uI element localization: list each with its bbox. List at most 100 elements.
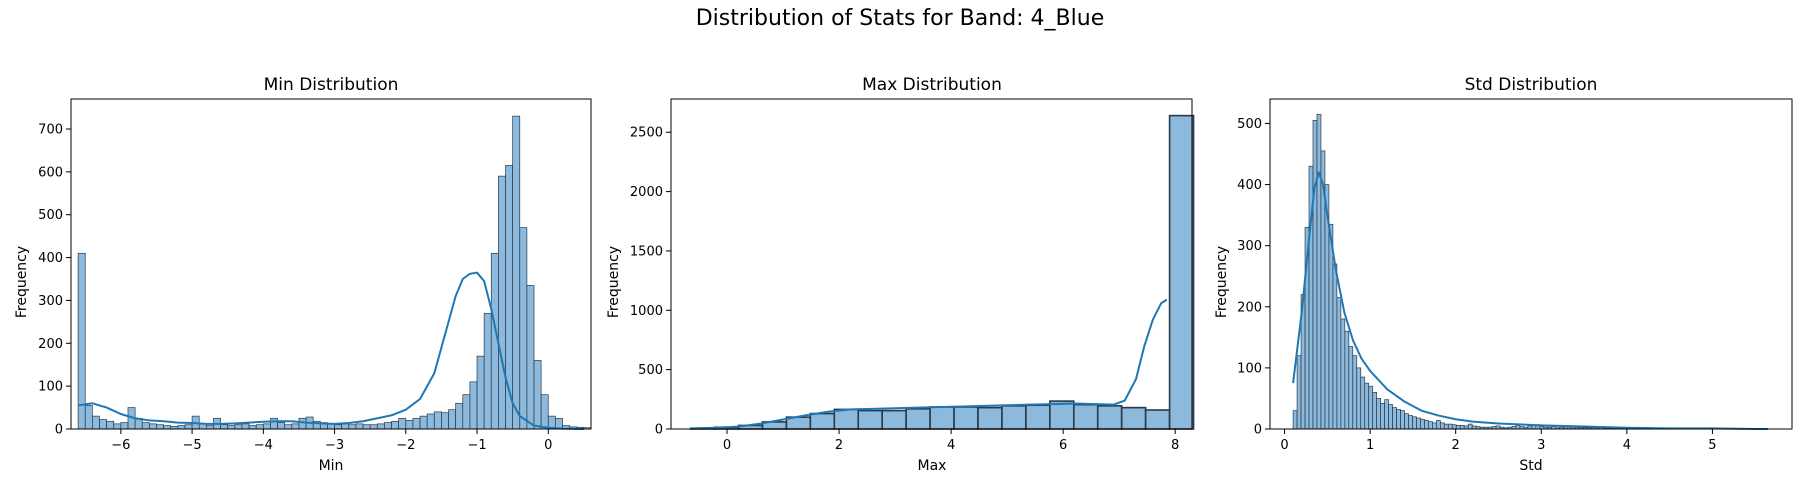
histogram-bar [1072,403,1099,430]
y-tick-label: 300 [1237,239,1262,254]
histogram-bar [1428,421,1433,430]
histogram-bar [177,425,186,430]
std-distribution-panel: Std Distribution Std Frequency 0 1 2 3 4 5 0 10… [1214,75,1793,474]
histogram-bar [369,424,378,430]
histogram-bar [106,420,115,430]
histogram-bar [1049,400,1075,430]
histogram-bar [809,412,836,430]
histogram-bar [141,422,150,430]
histogram-bar [205,425,214,430]
x-tick-label: 2 [835,438,843,453]
histogram-bar [498,175,506,430]
y-tick-label: 500 [638,363,663,378]
histogram-bar [255,424,264,430]
histogram-bar [533,360,542,430]
histogram-bar [220,424,229,430]
min-x-axis-label: Min [319,458,344,474]
histogram-bar [156,424,164,430]
y-tick-label: 100 [38,380,63,395]
histogram-bar [163,425,172,430]
histogram-bar [1408,415,1413,430]
histogram-bar [284,424,293,430]
histogram-bar [1096,405,1123,430]
histogram-bar [857,409,884,430]
y-tick-label: 2500 [630,126,663,141]
histogram-bar [483,312,492,430]
histogram-bar [184,424,193,430]
histogram-bar [519,227,528,430]
histogram-bar [1360,376,1366,430]
y-tick-label: 0 [655,423,663,438]
histogram-bar [1412,416,1417,430]
x-tick-label: 5 [1708,438,1716,453]
histogram-bar [469,381,478,430]
y-tick-label: 0 [55,423,63,438]
histogram-bar [334,424,343,430]
histogram-bar [1328,223,1334,430]
min-distribution-panel: Min Distribution Min Frequency −6 −5 −4 −3 −… [14,75,592,474]
histogram-bar [1380,402,1385,430]
x-tick-label: 4 [947,438,955,453]
histogram-bar [448,409,456,430]
histogram-bar [1396,409,1401,430]
y-tick-label: 500 [1237,117,1262,132]
x-tick-label: 3 [1537,438,1545,453]
histogram-bar [99,419,107,430]
x-tick-label: −2 [396,438,415,453]
y-tick-label: 400 [38,251,63,266]
histogram-bar [833,408,860,430]
histogram-bar [248,425,257,430]
x-tick-label: −6 [111,438,130,453]
histogram-bar [1459,424,1465,430]
histogram-bar [1368,385,1374,430]
histogram-bar [1455,424,1461,430]
x-tick-label: −5 [183,438,202,453]
std-y-axis-label: Frequency [1214,246,1230,318]
histogram-bar [227,425,236,430]
kde-curve [77,271,584,430]
histogram-bar [1332,263,1338,430]
min-panel-title: Min Distribution [264,75,399,95]
histogram-bar [433,411,442,430]
x-tick-label: −3 [325,438,344,453]
histogram-bar [1467,423,1473,430]
histogram-bar [113,423,122,430]
histogram-bar [1388,404,1393,430]
histogram-bar [270,417,278,430]
histogram-bar [1436,420,1441,430]
histogram-bar [1120,406,1147,430]
histogram-bar [376,423,385,430]
x-tick-label: 0 [544,438,552,453]
y-tick-label: 200 [38,337,63,352]
histogram-bar [149,423,157,430]
histogram-bar [462,394,471,430]
histogram-bar [298,417,307,430]
histogram-bar [1168,114,1195,430]
histogram-bar [526,285,535,430]
histogram-bar [1001,405,1027,430]
y-tick-label: 100 [1237,361,1262,376]
histogram-bar [1515,424,1521,430]
histogram-bar [1384,399,1389,430]
histogram-bar [1025,404,1051,430]
histogram-bar [905,408,931,430]
kde-curve [1292,171,1769,430]
histogram-bar [1376,398,1382,430]
y-tick-label: 700 [38,123,63,138]
histogram-bar [92,415,100,430]
x-tick-label: −4 [254,438,273,453]
histogram-bar [1404,413,1409,430]
histogram-bar [1400,410,1405,430]
histogram-bar [291,423,300,430]
histogram-bar [277,422,286,430]
x-tick-label: 4 [1623,438,1631,453]
histogram-bar [1447,423,1453,430]
histogram-bar [234,424,243,430]
histogram-bar [441,412,449,430]
histogram-bar [512,115,521,430]
x-tick-label: 0 [1280,438,1288,453]
histogram-bar [241,423,250,430]
histogram-bar [1344,330,1350,430]
y-tick-label: 400 [1237,178,1262,193]
